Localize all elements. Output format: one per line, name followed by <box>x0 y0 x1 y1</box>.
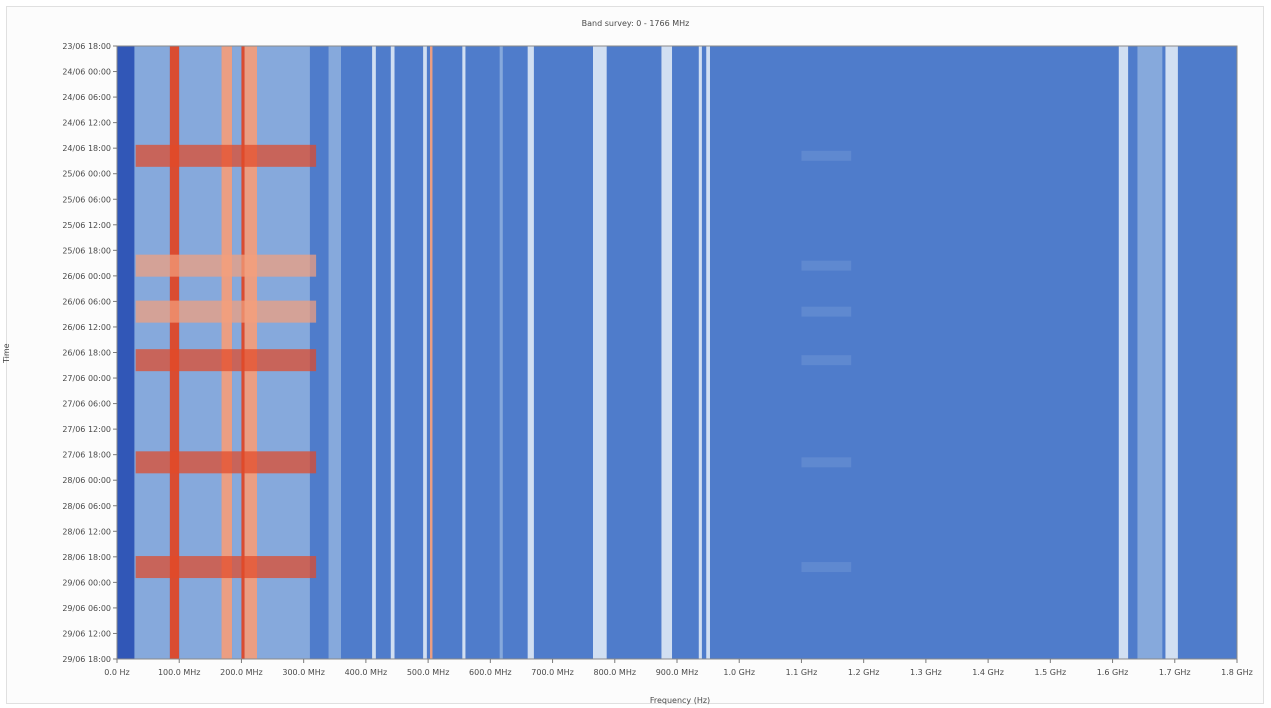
frequency-band-23 <box>1165 46 1178 659</box>
x-tick-label-9: 900.0 MHz <box>656 668 699 677</box>
time-burst-faint-0 <box>801 150 852 161</box>
time-burst-0 <box>135 144 317 167</box>
frequency-band-13 <box>429 46 433 659</box>
frequency-band-9 <box>328 46 341 659</box>
y-tick-label-16: 27/06 18:00 <box>62 451 111 460</box>
frequency-band-11 <box>390 46 395 659</box>
frequency-band-17 <box>593 46 607 659</box>
y-tick-label-17: 28/06 00:00 <box>62 476 111 485</box>
x-tick-label-14: 1.4 GHz <box>972 668 1004 677</box>
time-burst-faint-4 <box>801 457 852 468</box>
x-tick-label-1: 100.0 MHz <box>158 668 201 677</box>
x-tick-label-18: 1.8 GHz <box>1221 668 1253 677</box>
time-burst-faint-3 <box>801 355 852 366</box>
time-burst-5 <box>135 556 317 579</box>
x-tick-label-10: 1.0 GHz <box>723 668 755 677</box>
time-burst-faint-2 <box>801 306 852 317</box>
y-tick-label-0: 23/06 18:00 <box>62 42 111 51</box>
y-tick-label-9: 26/06 00:00 <box>62 272 111 281</box>
frequency-band-0 <box>117 46 135 659</box>
y-tick-label-3: 24/06 12:00 <box>62 119 111 128</box>
frequency-band-12 <box>423 46 427 659</box>
frequency-band-18 <box>661 46 673 659</box>
x-tick-label-17: 1.7 GHz <box>1159 668 1191 677</box>
x-axis: 0.0 Hz 100.0 MHz 200.0 MHz 300.0 MHz 400.0 M… <box>104 659 1253 677</box>
y-tick-label-5: 25/06 00:00 <box>62 170 111 179</box>
x-tick-label-7: 700.0 MHz <box>531 668 574 677</box>
y-tick-label-8: 25/06 18:00 <box>62 246 111 255</box>
x-axis-label: Frequency (Hz) <box>649 696 711 705</box>
y-tick-label-19: 28/06 12:00 <box>62 527 111 536</box>
time-burst-faint-1 <box>801 260 852 271</box>
y-tick-label-2: 24/06 06:00 <box>62 93 111 102</box>
y-tick-label-11: 26/06 12:00 <box>62 323 111 332</box>
x-tick-label-5: 500.0 MHz <box>407 668 450 677</box>
x-tick-label-6: 600.0 MHz <box>469 668 512 677</box>
frequency-band-15 <box>499 46 503 659</box>
y-tick-label-18: 28/06 06:00 <box>62 502 111 511</box>
y-tick-label-22: 29/06 06:00 <box>62 604 111 613</box>
time-burst-4 <box>135 451 317 474</box>
frequency-band-22 <box>1137 46 1163 659</box>
x-tick-label-0: 0.0 Hz <box>104 668 129 677</box>
y-tick-label-4: 24/06 18:00 <box>62 144 111 153</box>
y-tick-label-24: 29/06 18:00 <box>62 655 111 664</box>
x-tick-label-8: 800.0 MHz <box>593 668 636 677</box>
plot-area <box>117 46 1237 659</box>
chart-title: Band survey: 0 - 1766 MHz <box>581 19 690 28</box>
x-tick-label-16: 1.6 GHz <box>1097 668 1129 677</box>
x-tick-label-3: 300.0 MHz <box>282 668 325 677</box>
x-tick-label-15: 1.5 GHz <box>1034 668 1066 677</box>
frequency-band-14 <box>462 46 466 659</box>
x-tick-label-4: 400.0 MHz <box>345 668 388 677</box>
y-tick-label-7: 25/06 12:00 <box>62 221 111 230</box>
x-tick-label-2: 200.0 MHz <box>220 668 263 677</box>
time-burst-2 <box>135 300 317 323</box>
frequency-band-16 <box>527 46 534 659</box>
y-tick-label-15: 27/06 12:00 <box>62 425 111 434</box>
y-tick-label-20: 28/06 18:00 <box>62 553 111 562</box>
x-tick-label-13: 1.3 GHz <box>910 668 942 677</box>
x-tick-label-12: 1.2 GHz <box>848 668 880 677</box>
frequency-band-19 <box>698 46 702 659</box>
time-burst-3 <box>135 349 317 372</box>
y-tick-label-1: 24/06 00:00 <box>62 68 111 77</box>
time-burst-faint-5 <box>801 562 852 573</box>
frequency-band-20 <box>706 46 710 659</box>
time-burst-1 <box>135 254 317 277</box>
y-tick-label-12: 26/06 18:00 <box>62 349 111 358</box>
y-tick-label-10: 26/06 06:00 <box>62 297 111 306</box>
y-tick-label-14: 27/06 06:00 <box>62 400 111 409</box>
y-tick-label-21: 29/06 00:00 <box>62 578 111 587</box>
y-tick-label-23: 29/06 12:00 <box>62 629 111 638</box>
x-tick-label-11: 1.1 GHz <box>786 668 818 677</box>
frequency-band-10 <box>372 46 376 659</box>
y-tick-label-6: 25/06 06:00 <box>62 195 111 204</box>
y-axis: 23/06 18:00 24/06 00:00 24/06 06:00 24/06 1… <box>62 42 117 664</box>
y-tick-label-13: 27/06 00:00 <box>62 374 111 383</box>
frequency-band-21 <box>1118 46 1129 659</box>
